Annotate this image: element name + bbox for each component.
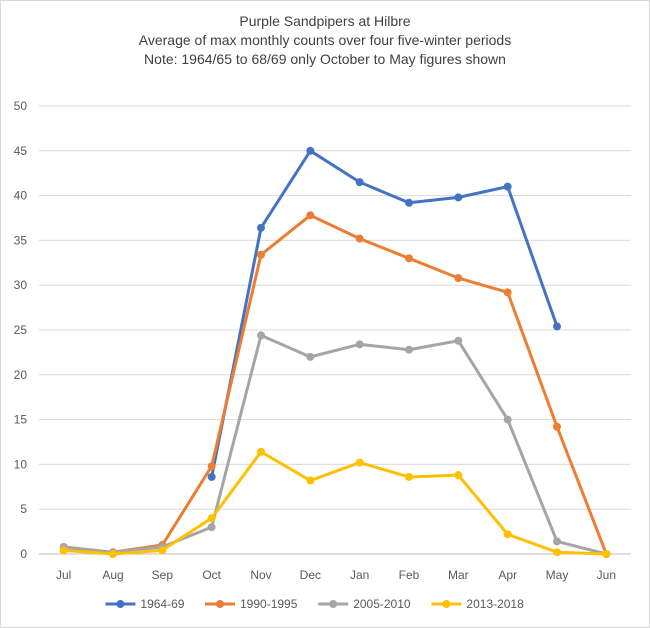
data-point: [257, 447, 265, 456]
data-point: [503, 415, 512, 424]
data-point: [59, 546, 68, 555]
chart-title-line-3: Note: 1964/65 to 68/69 only October to M…: [144, 51, 506, 67]
y-tick-label: 30: [14, 278, 28, 292]
legend-item: 1964-69: [105, 597, 185, 611]
y-tick-label: 20: [14, 368, 28, 382]
data-point: [454, 336, 463, 345]
x-tick-label: Jul: [56, 568, 71, 582]
data-point: [405, 345, 413, 354]
data-point: [306, 146, 315, 155]
series-1964-69: [207, 146, 561, 481]
data-point: [306, 352, 315, 361]
data-point: [355, 340, 364, 349]
y-axis-tick-labels: 0 5 10 15 20 25 30 35 40 45 50: [14, 99, 28, 561]
series-line: [210, 149, 559, 479]
chart-title: Purple Sandpipers at Hilbre Average of m…: [139, 13, 511, 67]
series-2005-2010: [59, 331, 611, 558]
x-tick-label: Jun: [597, 568, 616, 582]
series-line: [62, 450, 608, 556]
legend-label: 1990-1995: [240, 597, 298, 611]
y-tick-label: 10: [14, 457, 28, 471]
x-tick-label: Feb: [399, 568, 420, 582]
data-point: [553, 422, 561, 431]
series-2013-2018: [59, 447, 611, 558]
chart-title-line-2: Average of max monthly counts over four …: [139, 32, 511, 48]
data-point: [257, 223, 265, 232]
x-tick-label: Dec: [300, 568, 321, 582]
y-tick-label: 35: [14, 233, 28, 247]
data-point: [257, 331, 265, 340]
data-point: [405, 472, 413, 481]
legend-item: 1990-1995: [205, 597, 298, 611]
legend-item: 2005-2010: [318, 597, 411, 611]
data-point: [257, 250, 265, 259]
data-point: [454, 471, 463, 480]
data-point: [207, 472, 216, 481]
y-tick-label: 50: [14, 99, 28, 113]
data-point: [405, 198, 413, 207]
x-tick-label: May: [546, 568, 569, 582]
legend-marker: [116, 600, 125, 608]
data-point: [158, 546, 167, 555]
data-point: [405, 254, 413, 263]
legend-label: 1964-69: [140, 597, 184, 611]
legend-item: 2013-2018: [431, 597, 524, 611]
x-tick-label: Nov: [250, 568, 271, 582]
data-series: [59, 146, 611, 558]
y-tick-label: 5: [20, 502, 27, 516]
data-point: [503, 288, 512, 297]
data-point: [355, 234, 364, 243]
x-tick-label: Sep: [152, 568, 174, 582]
y-tick-label: 25: [14, 323, 28, 337]
legend-marker: [442, 600, 451, 608]
data-point: [207, 514, 216, 523]
y-tick-label: 45: [14, 144, 28, 158]
series-line: [62, 213, 608, 556]
data-point: [503, 530, 512, 539]
legend-label: 2013-2018: [466, 597, 524, 611]
data-point: [207, 462, 216, 471]
x-axis-tick-labels: Jul Aug Sep Oct Nov Dec Jan Feb Mar Apr May Jun: [56, 568, 616, 582]
x-tick-label: Aug: [102, 568, 123, 582]
legend-label: 2005-2010: [353, 597, 411, 611]
series-1990-1995: [59, 211, 611, 558]
data-point: [602, 550, 611, 558]
y-tick-label: 15: [14, 413, 28, 427]
x-tick-label: Oct: [202, 568, 221, 582]
data-point: [355, 178, 364, 187]
y-tick-label: 0: [20, 547, 27, 561]
series-line: [62, 333, 608, 556]
data-point: [207, 523, 216, 532]
data-point: [553, 537, 561, 546]
data-point: [306, 211, 315, 220]
data-point: [503, 182, 512, 191]
x-tick-label: Mar: [448, 568, 469, 582]
y-tick-label: 40: [14, 189, 28, 203]
data-point: [306, 476, 315, 485]
data-point: [553, 548, 561, 557]
data-point: [553, 322, 561, 331]
data-point: [454, 274, 463, 283]
x-tick-label: Jan: [350, 568, 369, 582]
data-point: [355, 458, 364, 467]
legend-marker: [329, 600, 338, 608]
data-point: [454, 193, 463, 202]
legend-marker: [216, 600, 224, 608]
x-tick-label: Apr: [498, 568, 517, 582]
legend: 1964-69 1990-1995 2005-2010 2013-2018: [105, 597, 524, 611]
chart-title-line-1: Purple Sandpipers at Hilbre: [239, 13, 410, 29]
data-point: [109, 550, 117, 558]
gridlines: [39, 105, 631, 555]
